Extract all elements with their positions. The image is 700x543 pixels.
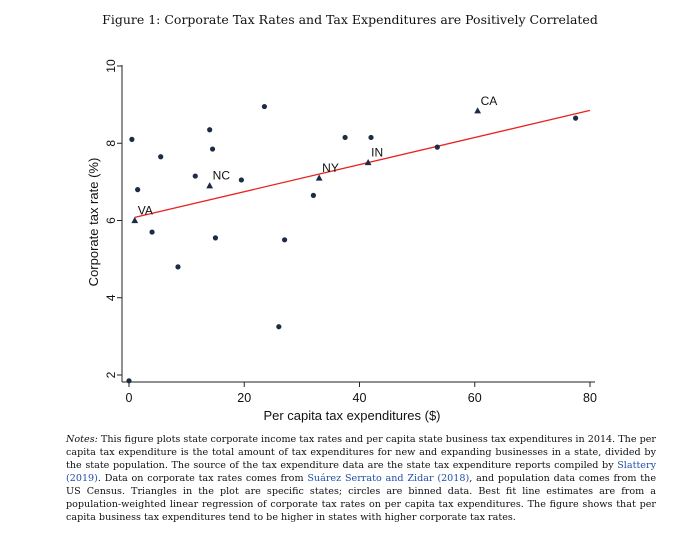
- state-label-va: VA: [138, 204, 153, 218]
- notes-text-2: . Data on corporate tax rates comes from: [97, 473, 308, 484]
- notes-text-1: This figure plots state corporate income…: [66, 434, 656, 471]
- y-tick-label: 10: [104, 59, 118, 73]
- binned-data-point: [175, 264, 181, 270]
- binned-data-point: [209, 146, 216, 152]
- notes-text-3: , and population data comes from the US …: [66, 473, 657, 523]
- best-fit-line: [134, 109, 591, 219]
- y-tick-label: 8: [104, 140, 118, 147]
- x-tick-label: 80: [583, 391, 597, 405]
- binned-data-point: [261, 103, 268, 110]
- binned-data-point: [149, 229, 155, 235]
- x-tick-label: 60: [468, 391, 482, 405]
- binned-data-point: [276, 324, 282, 330]
- state-triangle-ca: [474, 107, 482, 114]
- state-label-ny: NY: [322, 161, 339, 175]
- state-triangle-va: [131, 216, 139, 224]
- binned-data-point: [129, 136, 135, 142]
- figure-caption: Figure 1: Corporate Tax Rates and Tax Ex…: [102, 12, 598, 27]
- binned-data-point: [342, 134, 348, 141]
- binned-data-point: [212, 235, 219, 241]
- binned-data-point: [310, 192, 316, 198]
- figure-notes: Notes: This figure plots state corporate…: [66, 433, 656, 524]
- binned-data-point: [281, 237, 288, 243]
- state-label-ca: CA: [481, 94, 498, 108]
- state-label-nc: NC: [213, 169, 231, 183]
- citation-slattery[interactable]: Slattery (2019): [66, 460, 656, 484]
- x-tick-label: 40: [353, 391, 367, 405]
- x-axis-title: Per capita tax expenditures ($): [263, 408, 440, 423]
- binned-data-point: [434, 144, 440, 150]
- binned-data-point: [368, 134, 374, 141]
- state-triangle-ny: [315, 174, 323, 181]
- state-triangle-in: [364, 158, 372, 166]
- binned-data-point: [207, 127, 213, 133]
- citation-suarez-serrato-zidar[interactable]: Suárez Serrato and Zidar (2018): [307, 473, 470, 484]
- x-tick-label: 0: [126, 391, 133, 405]
- state-label-in: IN: [371, 146, 383, 160]
- scatter-chart: 2 4 6 8 10 0 20 40 60 80 Per capita tax expenditur…: [86, 59, 597, 423]
- binned-data-point: [572, 115, 579, 121]
- x-tick-label: 20: [237, 391, 251, 405]
- binned-data-point: [126, 378, 132, 384]
- binned-data-point: [192, 173, 198, 179]
- y-tick-label: 2: [104, 371, 118, 378]
- notes-lead: Notes:: [66, 434, 98, 445]
- y-tick-label: 4: [104, 294, 118, 301]
- binned-data-point: [238, 177, 244, 183]
- state-triangle-nc: [206, 182, 214, 189]
- y-tick-label: 6: [104, 217, 118, 224]
- binned-data-point: [135, 187, 141, 193]
- binned-data-point: [158, 154, 164, 160]
- y-axis-title: Corporate tax rate (%): [86, 158, 101, 287]
